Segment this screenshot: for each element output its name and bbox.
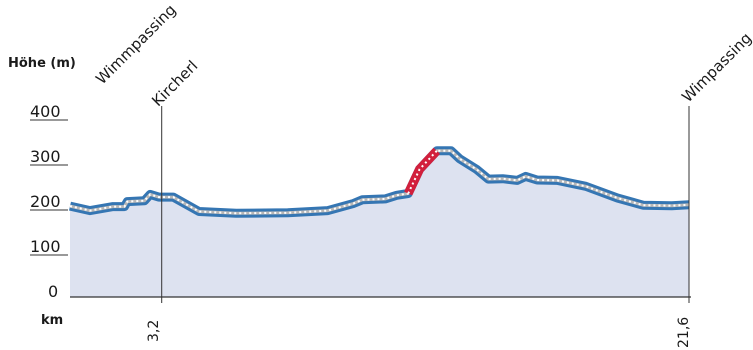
- y-tick-lines: [30, 119, 68, 256]
- y-tick-label: 300: [30, 147, 61, 166]
- y-tick-label: 400: [30, 102, 61, 121]
- y-tick-label: 0: [48, 282, 59, 301]
- elevation-area: [70, 150, 689, 297]
- steep-section-dots: [407, 150, 438, 194]
- y-axis-title: Höhe (m): [8, 56, 76, 71]
- route-line-dots: [69, 149, 690, 215]
- x-axis-title: km: [41, 313, 64, 328]
- y-tick-label: 100: [30, 237, 61, 256]
- y-tick-label: 200: [30, 192, 61, 211]
- x-tick-label: 21,6: [676, 316, 692, 348]
- x-tick-label: 3,2: [146, 319, 162, 342]
